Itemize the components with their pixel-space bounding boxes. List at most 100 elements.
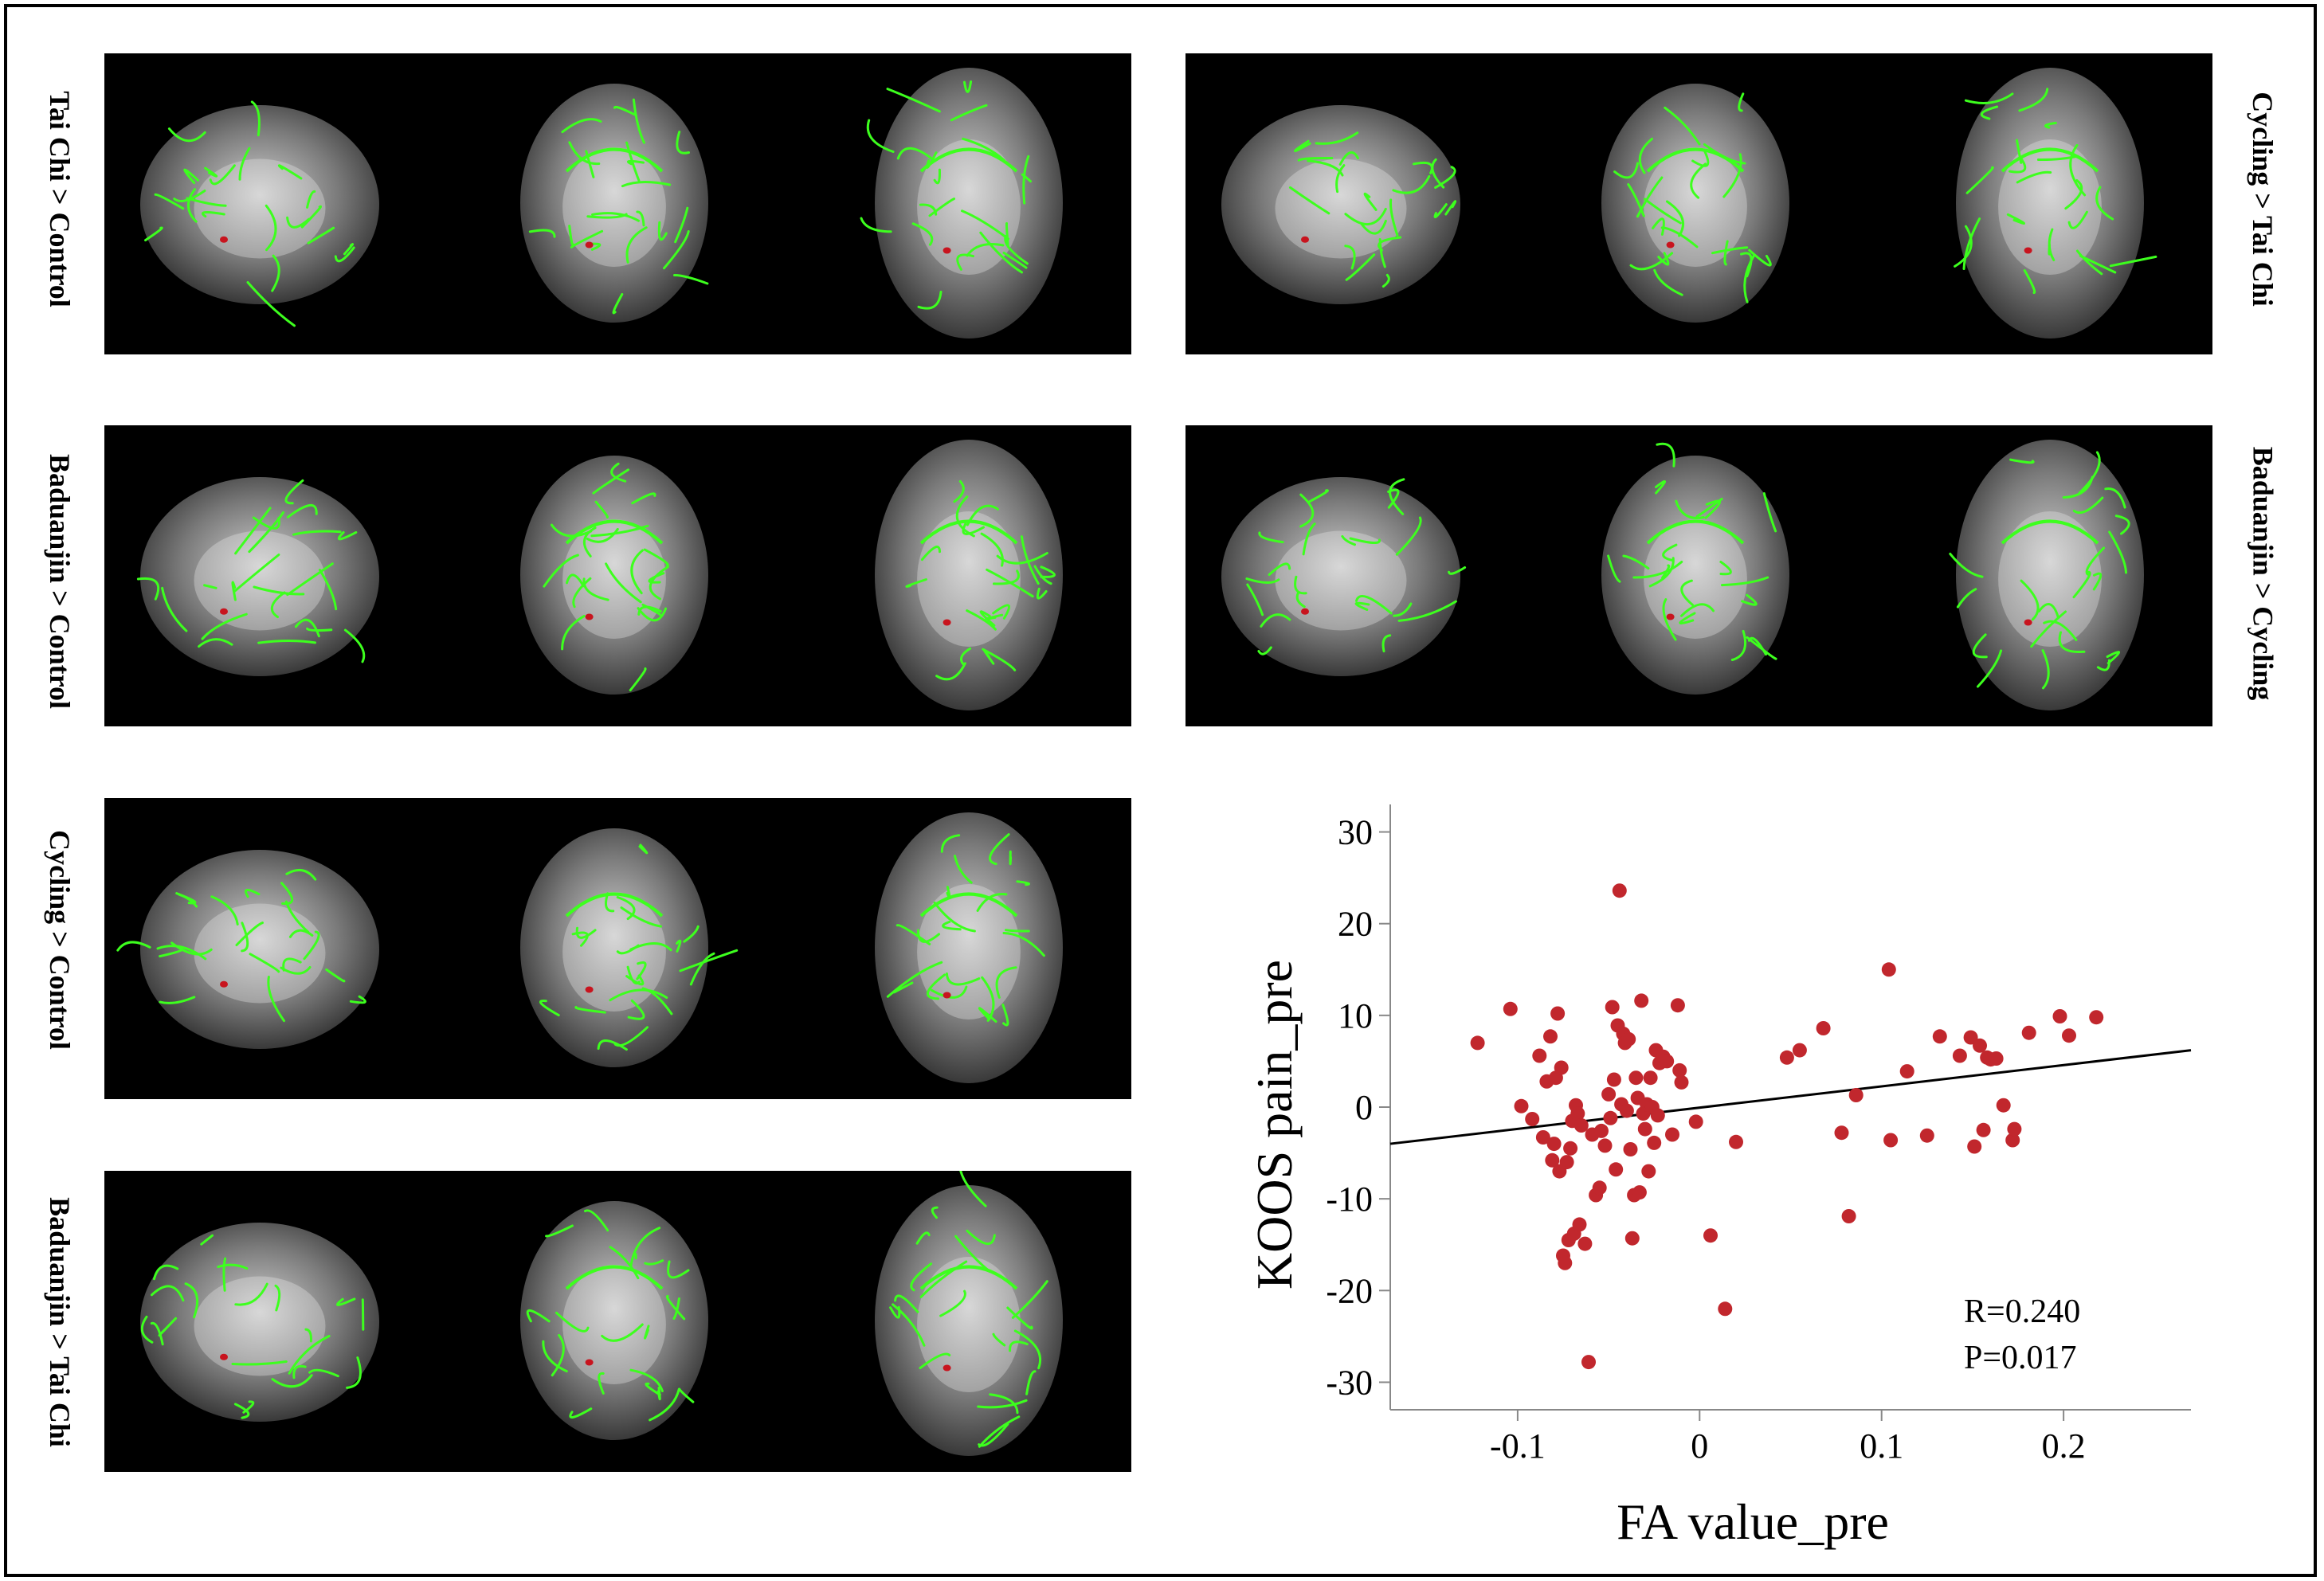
data-point [1718, 1301, 1733, 1317]
y-tick-label: -10 [1326, 1180, 1373, 1219]
data-point [1973, 1038, 1987, 1053]
brain-slice-cor [1601, 442, 1789, 695]
data-point [1779, 1050, 1794, 1065]
figure-frame [4, 4, 2317, 1577]
data-point [1899, 1064, 1914, 1079]
data-point [1641, 1164, 1656, 1179]
brain-slice-cor [520, 828, 739, 1067]
data-point [1967, 1139, 1982, 1154]
y-tick-label: 30 [1338, 813, 1373, 852]
brain-slice-sag [1221, 477, 1467, 676]
data-point [2007, 1121, 2022, 1137]
brain-slice-cor [1601, 84, 1789, 323]
brain-slice-ax [875, 1171, 1063, 1456]
p-value-label: P=0.017 [1964, 1340, 2077, 1376]
data-point [1670, 998, 1685, 1013]
data-point [1543, 1029, 1558, 1044]
data-point [1550, 1006, 1566, 1021]
data-point [1650, 1108, 1665, 1123]
data-point [1688, 1114, 1703, 1129]
data-point [1881, 962, 1896, 977]
data-point [1672, 1062, 1687, 1078]
data-point [1601, 1086, 1617, 1102]
x-tick-label: -0.1 [1490, 1426, 1546, 1466]
data-point [1624, 1231, 1640, 1246]
data-point [1572, 1217, 1587, 1232]
data-point [1559, 1155, 1574, 1170]
panel-label-baduanjin-cycling: Baduanjin > Cycling [2247, 446, 2279, 701]
data-point [1592, 1180, 1607, 1196]
data-point [2005, 1133, 2020, 1148]
data-point [1535, 1130, 1550, 1145]
data-point [1603, 1110, 1618, 1125]
brain-slice-cor [520, 1201, 708, 1440]
data-point [2062, 1028, 2076, 1043]
data-point [1792, 1043, 1807, 1058]
data-point [1563, 1141, 1578, 1156]
brain-slice-sag [136, 477, 379, 676]
brain-slice-ax [875, 440, 1063, 710]
x-tick-label: 0 [1691, 1426, 1708, 1466]
data-point [1952, 1048, 1967, 1063]
data-point [1581, 1355, 1596, 1370]
panel-tai-chi-control [104, 53, 1131, 354]
data-point [1848, 1088, 1864, 1102]
brain-slice-sag [116, 850, 379, 1049]
data-point [1628, 1070, 1644, 1086]
data-point [1919, 1128, 1934, 1143]
data-point [1503, 1001, 1518, 1016]
x-tick-label: 0.1 [1860, 1426, 1903, 1466]
data-point [1976, 1122, 1991, 1137]
panel-label-cycling-control: Cycling > Control [44, 830, 76, 1050]
brain-slice-ax [860, 68, 1063, 339]
data-point [1834, 1125, 1849, 1141]
data-point [1558, 1255, 1573, 1270]
data-point [1632, 1185, 1647, 1200]
fit-line [1389, 1049, 2192, 1145]
data-point [1660, 1054, 1675, 1069]
x-axis-label: FA value_pre [1617, 1493, 1889, 1550]
data-point [1883, 1133, 1899, 1148]
data-point [2021, 1025, 2036, 1040]
panel-baduanjin-control [104, 425, 1131, 726]
panel-label-baduanjin-control: Baduanjin > Control [44, 454, 76, 709]
brain-slice-ax [1949, 440, 2144, 710]
brain-slice-ax [875, 812, 1063, 1083]
y-tick-label: -30 [1326, 1363, 1373, 1402]
data-point [1574, 1118, 1589, 1133]
data-point [1703, 1228, 1718, 1243]
scatter-chart: -30 -20 -10 0 10 20 30 -0.1 0 0.1 0.2 FA value_pre… [1246, 804, 2192, 1550]
data-point [1514, 1098, 1529, 1113]
brain-slice-sag [1221, 105, 1460, 304]
y-tick-label: -20 [1326, 1271, 1373, 1310]
data-point [1841, 1209, 1856, 1223]
brain-slice-ax [1954, 68, 2157, 339]
data-point [1989, 1051, 2004, 1066]
panel-baduanjin-cycling [1186, 425, 2212, 726]
brain-slice-sag [140, 100, 379, 327]
data-point [1816, 1021, 1831, 1035]
data-point [1470, 1035, 1485, 1051]
y-axis-label: KOOS pain_pre [1246, 960, 1303, 1289]
data-point [1634, 993, 1649, 1008]
panel-cycling-tai-chi [1186, 53, 2212, 354]
data-point [1643, 1070, 1658, 1086]
data-point [1612, 883, 1627, 898]
data-point [1570, 1106, 1585, 1121]
panel-label-baduanjin-tai-chi: Baduanjin > Tai Chi [44, 1197, 76, 1447]
brain-slice-sag [140, 1223, 379, 1422]
brain-slice-cor [520, 84, 709, 323]
data-point [1619, 1103, 1634, 1118]
data-point [1525, 1112, 1540, 1126]
data-point [1665, 1127, 1679, 1142]
data-point [1623, 1142, 1638, 1156]
data-point [2052, 1009, 2067, 1023]
data-point [1647, 1135, 1662, 1150]
data-point [1621, 1031, 1636, 1047]
panel-baduanjin-tai-chi [104, 1171, 1131, 1472]
data-point [1609, 1162, 1624, 1177]
y-tick-label: 0 [1355, 1088, 1373, 1127]
y-tick-label: 10 [1338, 996, 1373, 1035]
panel-cycling-control [104, 798, 1131, 1099]
panel-label-tai-chi-control: Tai Chi > Control [44, 91, 76, 307]
